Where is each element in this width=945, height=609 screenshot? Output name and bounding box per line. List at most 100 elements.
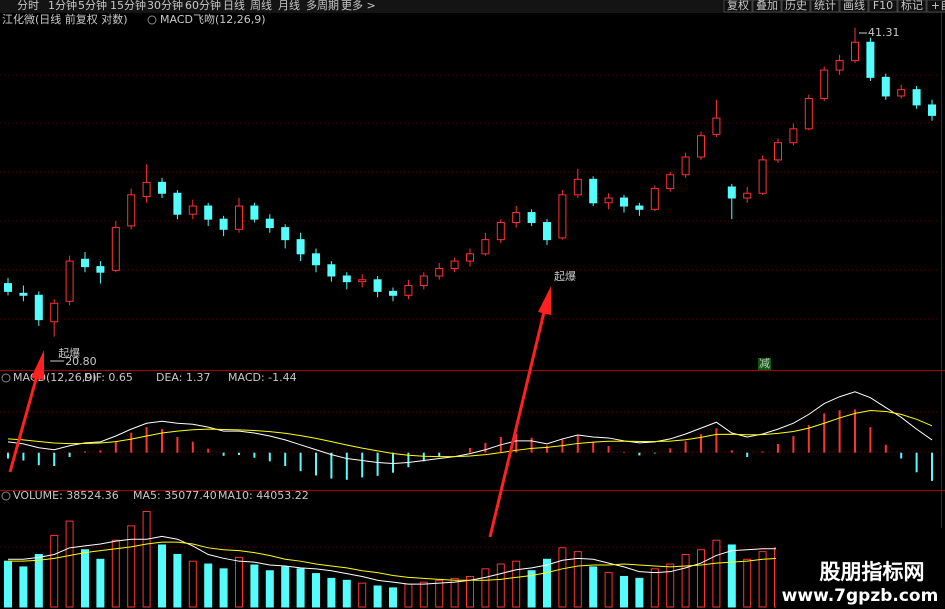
period-tab[interactable]: 日线	[223, 0, 245, 12]
candle-body	[158, 181, 166, 194]
tool-button[interactable]	[897, 0, 927, 13]
tool-button[interactable]	[868, 0, 898, 13]
volume-bar	[481, 568, 490, 608]
volume-bar	[34, 554, 43, 608]
volume-bar	[142, 511, 151, 608]
tool-label[interactable]: F10	[873, 0, 893, 12]
arrow	[488, 307, 547, 538]
volume-bar	[543, 558, 551, 608]
volume-bar	[342, 579, 351, 608]
arrow	[8, 371, 40, 473]
candle-body	[727, 186, 736, 199]
candle-body	[50, 302, 59, 323]
volume-bar	[188, 560, 197, 608]
candle-body	[851, 41, 859, 62]
candle-body	[450, 260, 459, 269]
period-tab[interactable]: 多周期	[306, 0, 339, 12]
period-tab[interactable]: 月线	[278, 0, 300, 12]
volume-bar	[743, 558, 752, 608]
tool-label[interactable]: 叠加	[756, 0, 778, 12]
period-tab[interactable]: 5分钟	[78, 0, 107, 12]
tool-button[interactable]	[926, 0, 945, 13]
candle-body	[912, 89, 921, 106]
tool-button[interactable]	[723, 0, 753, 13]
volume-bar	[81, 549, 89, 608]
candle-body	[712, 117, 721, 135]
tool-button[interactable]	[752, 0, 782, 13]
volume-bar	[4, 560, 12, 608]
volume-ma-value: MA5: 35077.40	[133, 489, 217, 502]
high-label: 41.31	[868, 26, 900, 39]
tool-button[interactable]	[839, 0, 869, 13]
candle-body	[743, 192, 752, 199]
volume-bar	[111, 539, 120, 608]
volume-bar	[281, 566, 290, 608]
tool-label[interactable]: 画线	[843, 0, 865, 12]
volume-bar	[758, 551, 767, 608]
tool-button[interactable]	[781, 0, 811, 13]
candle-body	[65, 260, 74, 302]
volume-bar	[512, 560, 521, 608]
candle-body	[389, 290, 397, 296]
volume-bar	[296, 568, 305, 608]
tool-label[interactable]: 统计	[814, 0, 836, 12]
signal-label: 起爆	[554, 269, 576, 283]
candle-body	[373, 279, 382, 292]
period-tab[interactable]: 周线	[250, 0, 272, 12]
volume-bar	[604, 572, 613, 608]
volume-bar	[358, 582, 367, 608]
tool-label[interactable]: +自	[931, 0, 945, 12]
volume-bar	[50, 534, 59, 608]
period-tab[interactable]: 分时	[17, 0, 39, 12]
macd-value: MACD: -1.44	[228, 371, 297, 384]
candle-body	[774, 142, 782, 161]
period-tab[interactable]: 30分钟	[147, 0, 183, 12]
candle-body	[281, 227, 290, 241]
tool-label[interactable]: 复权	[727, 0, 749, 12]
toolbar	[0, 0, 945, 13]
candle-body	[404, 285, 413, 296]
signal-label: 起爆	[58, 346, 80, 360]
tool-button[interactable]	[810, 0, 840, 13]
candle-body	[697, 135, 705, 158]
candle-body	[419, 275, 428, 287]
candle-body	[435, 267, 444, 277]
volume-bar	[65, 520, 74, 608]
candle-body	[866, 41, 875, 78]
candle-body	[312, 253, 320, 266]
tool-label[interactable]: 标记	[901, 0, 923, 12]
period-tab[interactable]: 1分钟	[48, 0, 77, 12]
candle-body	[835, 60, 844, 71]
volume-bar	[127, 525, 136, 608]
candle-body	[327, 264, 336, 277]
candle-body	[481, 239, 490, 255]
period-tab[interactable]: 60分钟	[185, 0, 221, 12]
volume-bar	[573, 551, 582, 608]
volume-bar	[96, 558, 105, 608]
badge: 减	[759, 357, 770, 370]
candle-body	[573, 178, 582, 196]
indicator-icon	[147, 15, 157, 25]
volume-bar	[312, 573, 320, 608]
macd-value: DEA: 1.37	[156, 371, 210, 384]
low-label: 20.80	[65, 355, 97, 368]
candle-body	[81, 258, 89, 268]
candle-body	[188, 205, 197, 215]
candle-body	[543, 222, 551, 241]
candle-body	[527, 212, 536, 224]
arrows	[8, 286, 551, 538]
watermark-box	[776, 528, 945, 609]
candle-body	[897, 89, 906, 97]
candle-body	[558, 194, 567, 239]
candle-body	[358, 279, 367, 283]
candle-body	[111, 227, 120, 271]
candle-body	[235, 205, 243, 230]
candle-body	[466, 253, 474, 262]
candle-body	[789, 128, 798, 144]
tool-label[interactable]: 历史	[785, 0, 807, 12]
grid	[0, 74, 940, 548]
volume-bar	[435, 579, 444, 608]
period-tab[interactable]: 15分钟	[110, 0, 146, 12]
volume-bar	[650, 568, 659, 608]
period-tab[interactable]: 更多 >	[341, 0, 376, 12]
